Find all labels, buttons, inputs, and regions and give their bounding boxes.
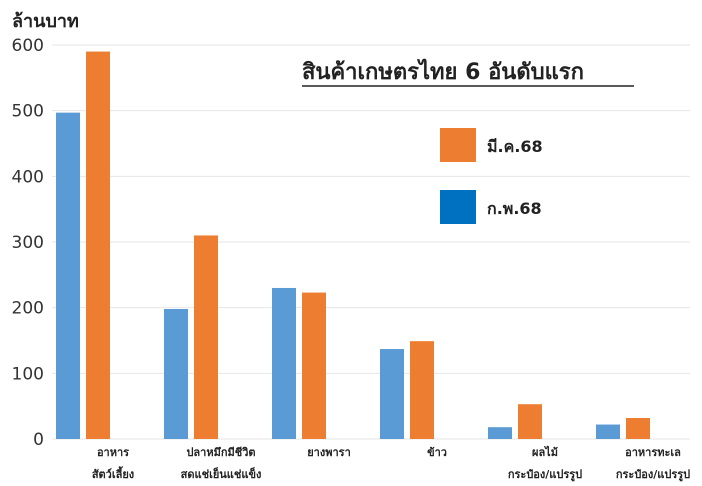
bar-mar-3 <box>410 341 434 439</box>
x-category-label: สดแช่เย็นแช่แข็ง <box>181 467 262 481</box>
bar-feb-1 <box>164 308 188 439</box>
bar-mar-1 <box>194 235 218 439</box>
x-category-label: สัตว์เลี้ยง <box>92 466 134 481</box>
y-tick-label: 400 <box>12 167 44 187</box>
bar-mar-5 <box>626 417 650 439</box>
y-tick-label: 0 <box>33 430 44 450</box>
bar-feb-5 <box>596 424 620 439</box>
x-category-label: กระป๋อง/แปรรูป <box>508 468 582 482</box>
y-tick-label: 100 <box>12 364 44 384</box>
x-category-label: อาหารทะเล <box>625 446 681 459</box>
y-tick-label: 600 <box>12 36 44 56</box>
gridlines <box>52 44 690 440</box>
bar-feb-4 <box>488 427 512 439</box>
x-category-label: ปลาหมึกมีชีวิต <box>186 446 255 459</box>
x-category-label: อาหาร <box>97 446 129 459</box>
x-category-label: ผลไม้ <box>532 445 558 459</box>
bar-mar-0 <box>86 51 110 440</box>
chart-title: สินค้าเกษตรไทย 6 อันดับแรก <box>302 58 584 85</box>
bar-feb-0 <box>56 112 80 440</box>
legend: มี.ค.68 ก.พ.68 <box>440 128 543 224</box>
y-axis-unit-label: ล้านบาท <box>12 11 79 32</box>
y-tick-label: 300 <box>12 233 44 253</box>
bars <box>56 51 650 440</box>
bar-feb-3 <box>380 349 404 439</box>
bar-mar-2 <box>302 292 326 439</box>
legend-label: ก.พ.68 <box>487 199 542 218</box>
y-axis-ticks: 0 100 200 300 400 500 600 <box>12 36 44 450</box>
legend-swatch <box>440 190 476 224</box>
x-category-label: ข้าว <box>427 446 447 459</box>
legend-label: มี.ค.68 <box>487 137 543 156</box>
y-tick-label: 500 <box>12 102 44 122</box>
y-tick-label: 200 <box>12 299 44 319</box>
bar-feb-2 <box>272 287 296 439</box>
legend-swatch <box>440 128 476 162</box>
x-category-label: ยางพารา <box>307 446 351 459</box>
x-category-label: กระป๋อง/แปรรูป <box>616 468 690 482</box>
bar-mar-4 <box>518 404 542 439</box>
